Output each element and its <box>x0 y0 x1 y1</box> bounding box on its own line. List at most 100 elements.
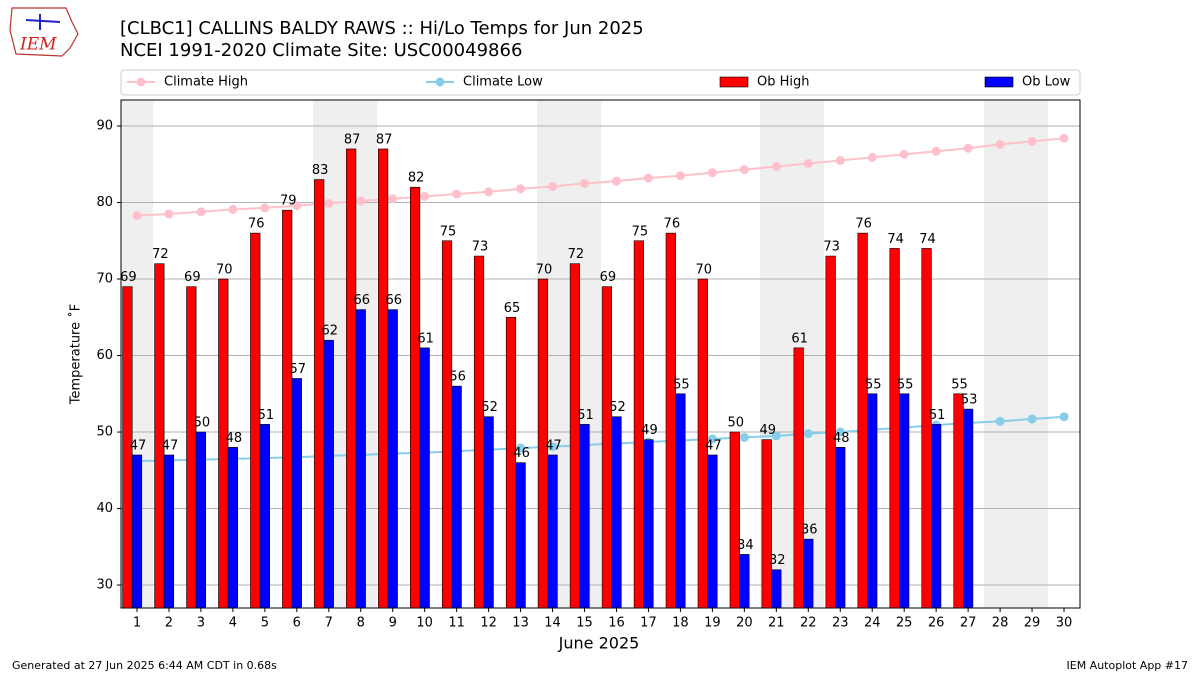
value-label: 49 <box>641 423 658 438</box>
value-label: 69 <box>184 270 201 285</box>
bar <box>867 393 878 609</box>
bar <box>387 309 398 609</box>
x-tick-label: 17 <box>640 616 657 631</box>
marker <box>611 176 621 186</box>
x-tick-label: 18 <box>672 616 689 631</box>
x-tick-label: 21 <box>768 616 785 631</box>
bar <box>707 454 718 609</box>
marker <box>452 189 462 199</box>
x-tick-label: 14 <box>544 616 561 631</box>
bar <box>505 316 517 609</box>
value-label: 34 <box>737 538 754 553</box>
x-tick-label: 27 <box>960 616 977 631</box>
x-tick-label: 4 <box>229 616 237 631</box>
bar <box>355 309 366 609</box>
value-label: 47 <box>130 438 147 453</box>
bar <box>409 186 421 609</box>
bar <box>921 248 932 609</box>
value-label: 66 <box>353 293 370 308</box>
value-label: 69 <box>600 270 617 285</box>
value-label: 62 <box>322 324 339 339</box>
bar <box>451 385 462 609</box>
marker <box>164 209 174 219</box>
marker <box>835 427 845 437</box>
marker <box>132 211 142 221</box>
marker <box>867 152 877 162</box>
x-tick-label: 29 <box>1024 616 1041 631</box>
y-tick-label: 30 <box>96 578 113 593</box>
value-label: 61 <box>791 331 808 346</box>
value-label: 47 <box>705 438 722 453</box>
marker <box>771 431 781 441</box>
marker <box>388 194 398 204</box>
x-tick-label: 3 <box>197 616 205 631</box>
value-label: 36 <box>801 523 818 538</box>
bar <box>579 424 590 609</box>
x-tick-label: 15 <box>576 616 593 631</box>
value-label: 76 <box>855 217 872 232</box>
value-label: 48 <box>226 431 243 446</box>
value-label: 55 <box>951 377 968 392</box>
value-label: 76 <box>664 217 681 232</box>
x-tick-label: 7 <box>325 616 333 631</box>
marker <box>548 181 558 191</box>
x-tick-label: 28 <box>992 616 1009 631</box>
marker <box>324 198 334 208</box>
value-label: 72 <box>568 247 585 262</box>
value-label: 69 <box>120 270 137 285</box>
y-tick-label: 40 <box>96 501 113 516</box>
chart-subtitle: NCEI 1991-2020 Climate Site: USC00049866 <box>120 40 522 61</box>
legend-swatch <box>984 76 1014 88</box>
bar <box>186 286 197 609</box>
bar <box>483 416 494 609</box>
x-tick-label: 8 <box>357 616 365 631</box>
value-label: 65 <box>504 301 521 316</box>
bar <box>601 286 612 609</box>
x-tick-label: 26 <box>928 616 945 631</box>
marker <box>803 159 813 168</box>
x-tick-label: 2 <box>165 616 173 631</box>
bar <box>857 232 868 609</box>
value-label: 87 <box>344 132 361 147</box>
bar <box>259 424 270 609</box>
bar <box>419 347 430 609</box>
x-tick-label: 11 <box>448 616 465 631</box>
value-label: 75 <box>632 224 649 239</box>
plot-frame <box>120 99 1081 609</box>
y-tick-label: 80 <box>96 195 113 210</box>
x-axis-label: June 2025 <box>558 634 640 653</box>
marker <box>995 416 1005 426</box>
marker <box>548 442 558 452</box>
bar <box>441 240 453 609</box>
value-label: 70 <box>696 263 713 278</box>
marker <box>1027 136 1037 146</box>
legend-label: Climate Low <box>463 75 543 90</box>
value-label: 82 <box>408 171 425 186</box>
x-tick-label: 1 <box>133 616 141 631</box>
marker <box>931 146 941 156</box>
value-label: 46 <box>513 446 530 461</box>
bar <box>611 416 622 609</box>
value-label: 83 <box>312 163 329 178</box>
legend-label: Climate High <box>164 75 248 90</box>
x-tick-label: 6 <box>293 616 301 631</box>
value-label: 79 <box>280 194 297 209</box>
marker <box>835 155 845 165</box>
value-label: 57 <box>290 362 307 377</box>
value-label: 49 <box>759 423 776 438</box>
bar <box>931 424 942 609</box>
value-label: 72 <box>152 247 169 262</box>
footer-right: IEM Autoplot App #17 <box>1067 659 1189 672</box>
bar <box>131 454 143 609</box>
value-label: 32 <box>769 553 786 568</box>
marker <box>516 184 526 194</box>
x-tick-label: 12 <box>480 616 497 631</box>
value-label: 73 <box>823 240 840 255</box>
marker <box>899 149 909 159</box>
bar <box>515 462 526 609</box>
value-label: 48 <box>833 431 850 446</box>
marker <box>1059 412 1069 422</box>
bar <box>163 454 175 609</box>
